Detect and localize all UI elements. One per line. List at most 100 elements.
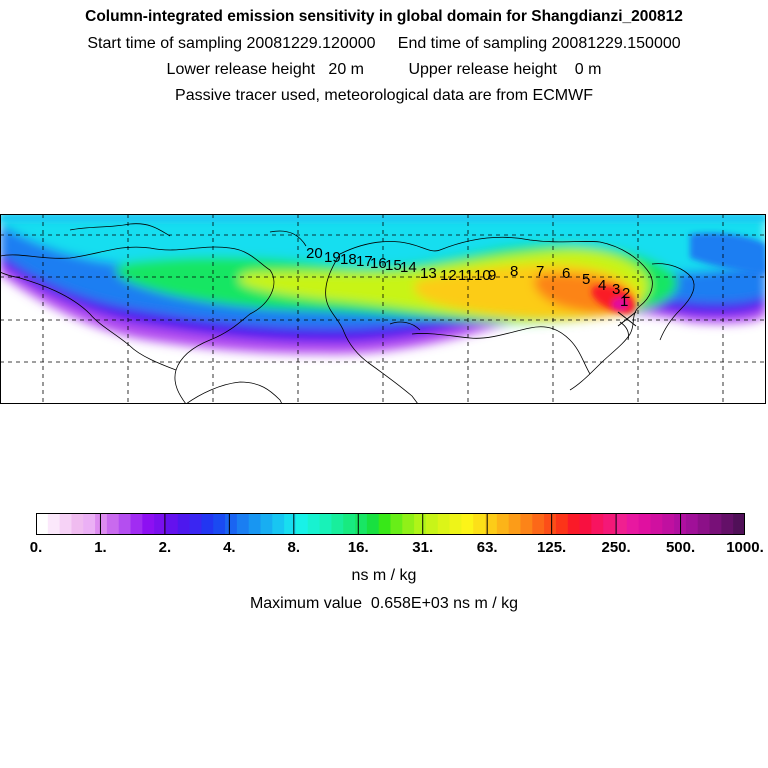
colorbar-cell bbox=[59, 513, 73, 535]
colorbar bbox=[36, 513, 745, 535]
colorbar-cell bbox=[307, 513, 321, 535]
colorbar-cell bbox=[284, 513, 297, 535]
colorbar-cell bbox=[709, 513, 722, 535]
colorbar-cell bbox=[414, 513, 427, 535]
colorbar-tick-label: 16. bbox=[347, 539, 369, 556]
colorbar-cell bbox=[225, 513, 238, 535]
colorbar-cell bbox=[213, 513, 226, 535]
colorbar-cell bbox=[189, 513, 203, 535]
colorbar-cell bbox=[165, 513, 179, 535]
colorbar-cell bbox=[201, 513, 214, 535]
colorbar-tick-label: 63. bbox=[476, 539, 498, 556]
colorbar-cell bbox=[520, 513, 533, 535]
colorbar-cell bbox=[295, 513, 309, 535]
colorbar-cell bbox=[508, 513, 522, 535]
trajectory-label: 18 bbox=[340, 251, 357, 268]
station-marker bbox=[617, 311, 637, 327]
colorbar-cell bbox=[355, 513, 368, 535]
colorbar-cell bbox=[638, 513, 652, 535]
colorbar-cell bbox=[721, 513, 734, 535]
trajectory-label: 14 bbox=[400, 259, 417, 276]
colorbar-cell bbox=[461, 513, 474, 535]
colorbar-cell bbox=[626, 513, 640, 535]
colorbar-cell bbox=[36, 513, 49, 535]
colorbar-cell bbox=[130, 513, 143, 535]
trajectory-label: 3 bbox=[612, 281, 620, 298]
colorbar-cell bbox=[106, 513, 120, 535]
colorbar-tick-label: 250. bbox=[601, 539, 631, 556]
colorbar-cell bbox=[248, 513, 262, 535]
trajectory-label: 2 bbox=[622, 285, 630, 302]
colorbar-tick-label: 31. bbox=[412, 539, 434, 556]
colorbar-cell bbox=[83, 513, 96, 535]
coastlines bbox=[0, 223, 695, 404]
trajectory-label: 9 bbox=[488, 267, 496, 284]
colorbar-cell bbox=[402, 513, 415, 535]
colorbar-cell bbox=[449, 513, 462, 535]
colorbar-unit-label: ns m / kg bbox=[351, 567, 417, 584]
colorbar-cell bbox=[390, 513, 403, 535]
colorbar-cell bbox=[260, 513, 273, 535]
trajectory-label: 13 bbox=[420, 265, 437, 282]
colorbar-cell bbox=[603, 513, 616, 535]
colorbar-cell bbox=[95, 513, 108, 535]
colorbar-cell bbox=[685, 513, 699, 535]
plot-title: Column-integrated emission sensitivity i… bbox=[85, 8, 683, 25]
trajectory-label: 6 bbox=[562, 265, 570, 282]
colorbar-cell bbox=[366, 513, 380, 535]
colorbar-cell bbox=[319, 513, 333, 535]
trajectory-label: 15 bbox=[385, 257, 402, 274]
colorbar-cell bbox=[532, 513, 545, 535]
colorbar-cell bbox=[733, 513, 745, 535]
colorbar-cell bbox=[177, 513, 191, 535]
colorbar-cell bbox=[662, 513, 675, 535]
colorbar-cell bbox=[650, 513, 663, 535]
colorbar-cell bbox=[437, 513, 451, 535]
colorbar-tick-label: 4. bbox=[223, 539, 236, 556]
colorbar-cell bbox=[425, 513, 439, 535]
trajectory-label: 12 bbox=[440, 267, 457, 284]
colorbar-cell bbox=[71, 513, 84, 535]
colorbar-cell bbox=[615, 513, 628, 535]
colorbar-tick-label: 500. bbox=[665, 539, 696, 556]
colorbar-cell bbox=[555, 513, 569, 535]
trajectory-label: 5 bbox=[582, 271, 590, 288]
colorbar-tick-label: 125. bbox=[537, 539, 567, 556]
trajectory-label: 10 bbox=[474, 267, 491, 284]
trajectory-label: 20 bbox=[306, 245, 323, 262]
release-height-info: Lower release height 20 m Upper release … bbox=[166, 61, 602, 78]
trajectory-label: 17 bbox=[356, 253, 373, 270]
colorbar-cell bbox=[378, 513, 392, 535]
colorbar-cell bbox=[236, 513, 250, 535]
colorbar-cell bbox=[343, 513, 356, 535]
colorbar-cell bbox=[567, 513, 581, 535]
colorbar-tick-label: 2. bbox=[158, 539, 172, 556]
colorbar-cell bbox=[591, 513, 604, 535]
colorbar-cell bbox=[142, 513, 155, 535]
trajectory-label: 11 bbox=[458, 267, 474, 284]
trajectory-label: 7 bbox=[536, 263, 544, 280]
map-frame bbox=[0, 214, 766, 404]
sampling-time-info: Start time of sampling 20081229.120000 E… bbox=[87, 35, 681, 52]
trajectory-label: 16 bbox=[370, 255, 387, 272]
trajectory-label: 8 bbox=[510, 263, 518, 280]
colorbar-cell bbox=[331, 513, 344, 535]
colorbar-cell bbox=[118, 513, 132, 535]
colorbar-cell bbox=[473, 513, 486, 535]
trajectory-label: 19 bbox=[324, 249, 341, 266]
colorbar-tick-label: 8. bbox=[287, 539, 301, 556]
colorbar-cell bbox=[154, 513, 167, 535]
colorbar-cell bbox=[485, 513, 498, 535]
colorbar-cell bbox=[496, 513, 510, 535]
maximum-value-label: Maximum value 0.658E+03 ns m / kg bbox=[249, 595, 519, 612]
colorbar-cell bbox=[272, 513, 285, 535]
colorbar-cell bbox=[544, 513, 557, 535]
colorbar-tick-label: 0. bbox=[29, 539, 43, 556]
colorbar-tick-label: 1000. bbox=[726, 539, 764, 556]
colorbar-cell bbox=[697, 513, 711, 535]
tracer-info: Passive tracer used, meteorological data… bbox=[175, 87, 593, 104]
colorbar-cell bbox=[47, 513, 61, 535]
colorbar-cell bbox=[579, 513, 592, 535]
